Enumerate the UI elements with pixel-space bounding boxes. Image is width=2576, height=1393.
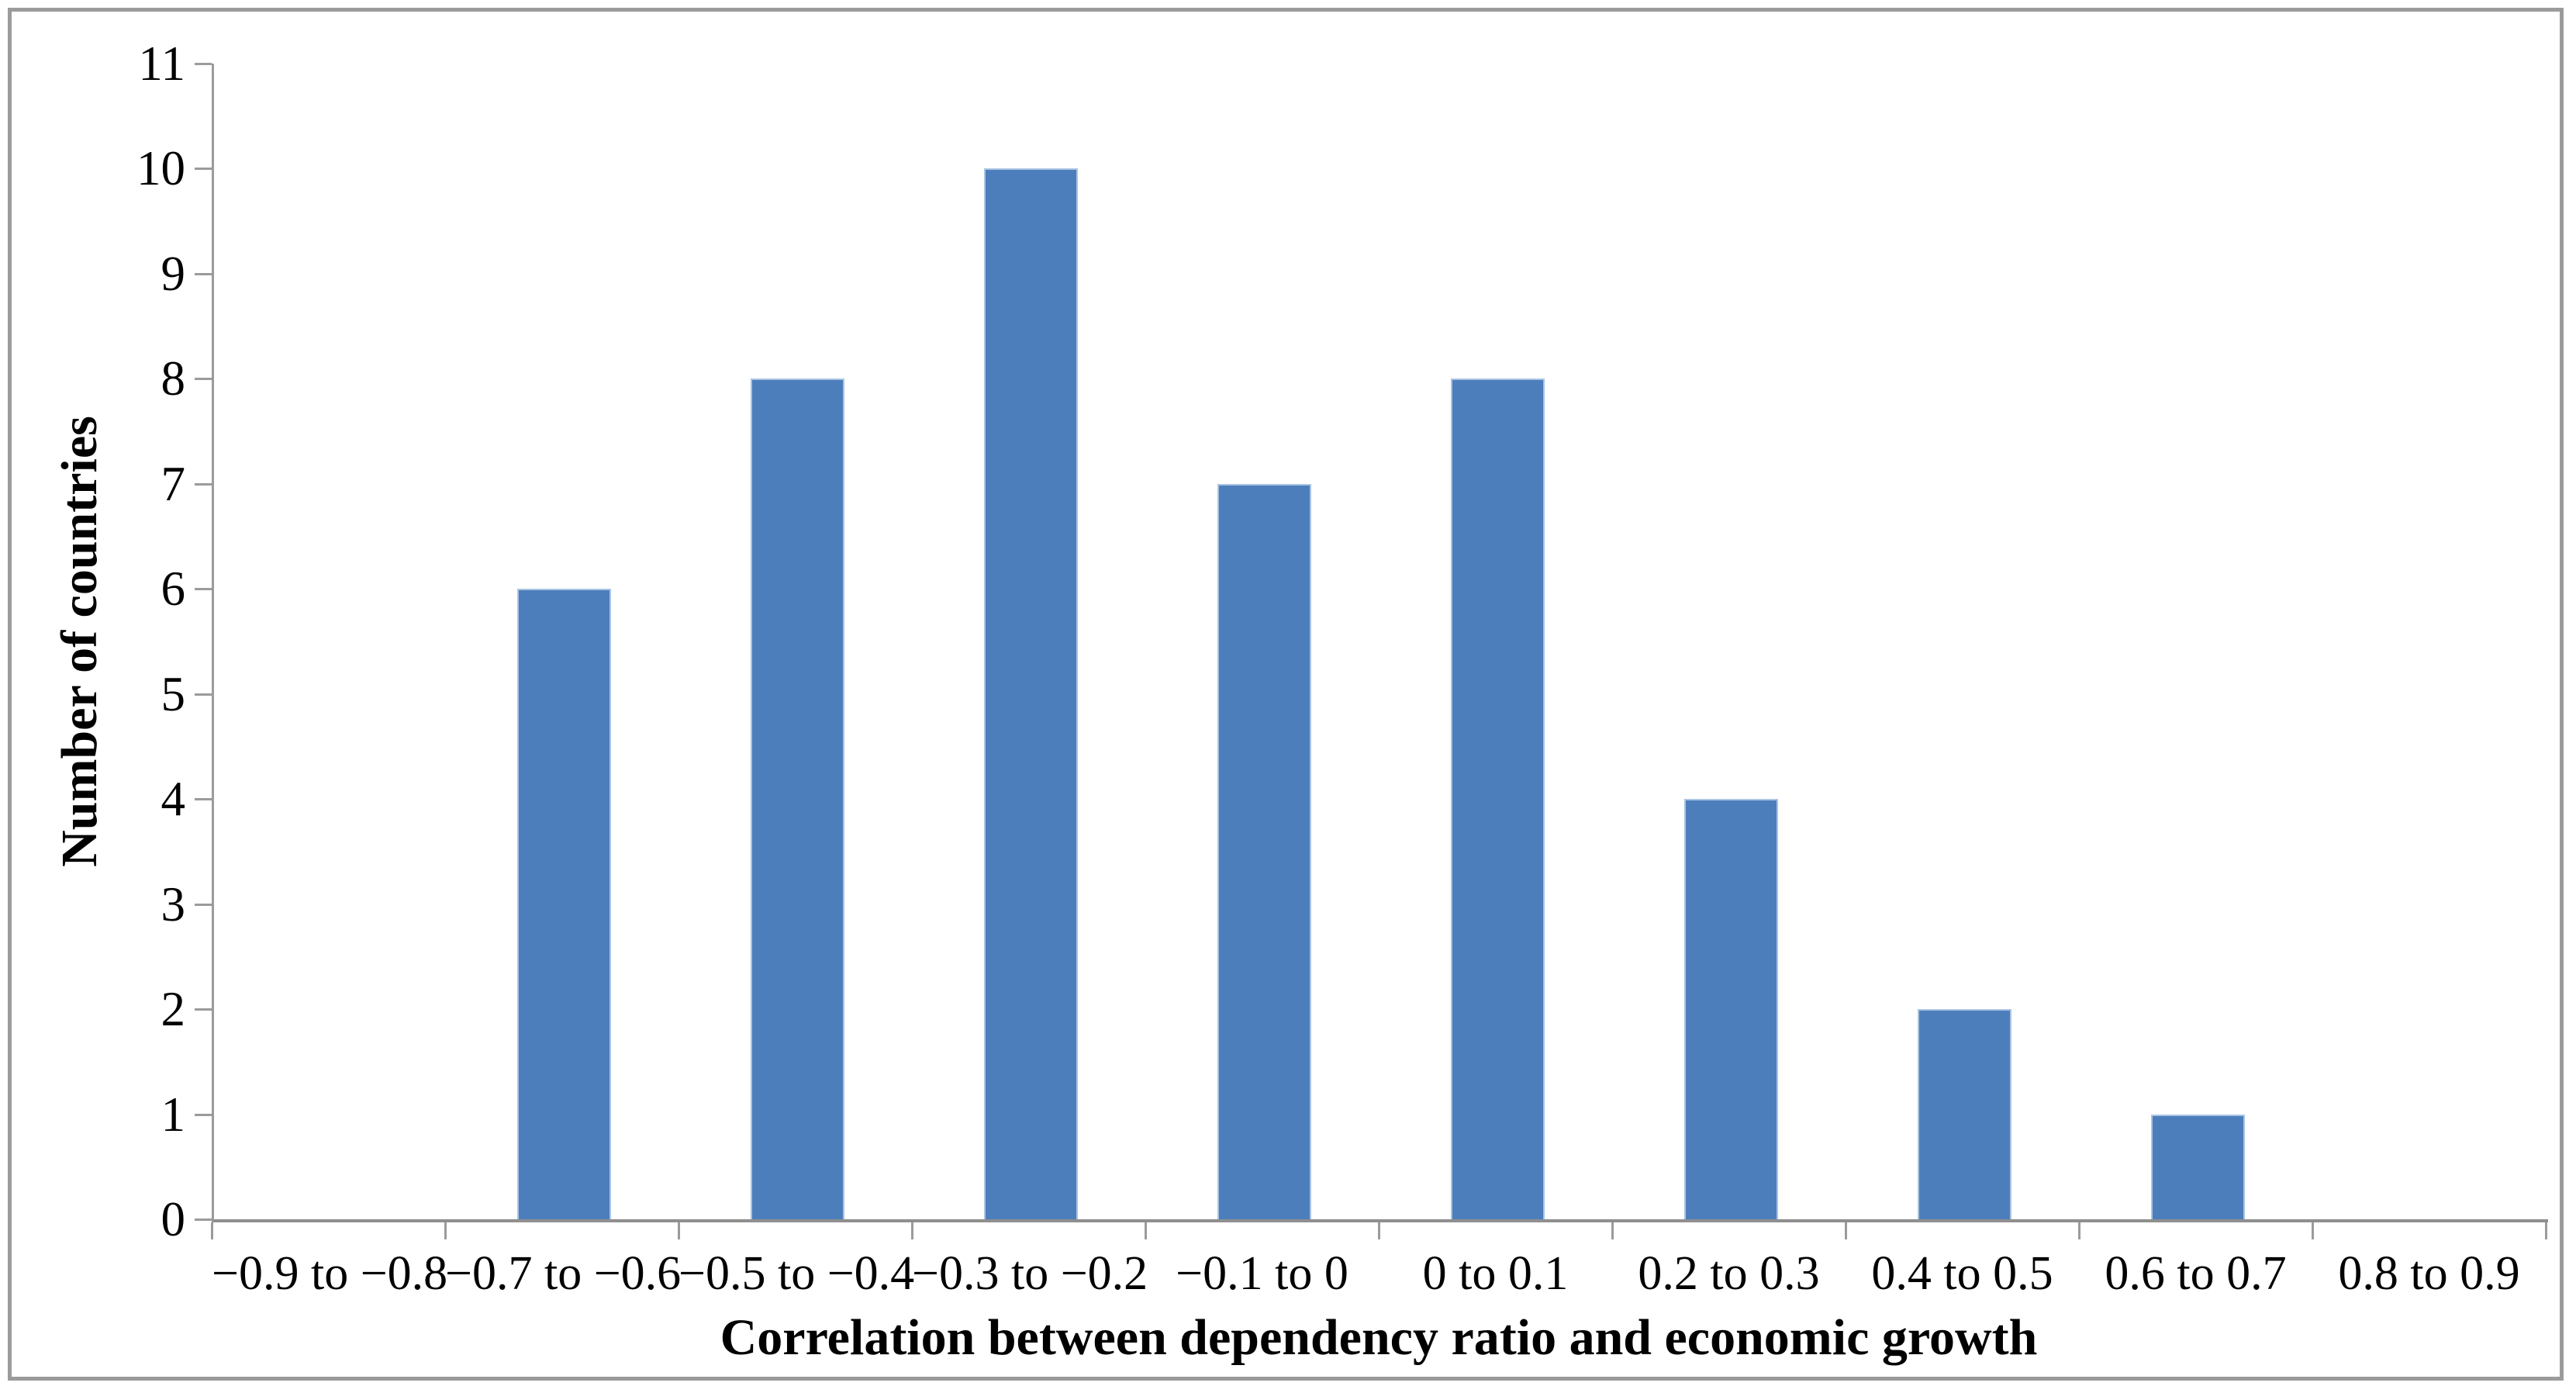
y-tick-label: 9: [161, 247, 186, 301]
y-tick: [195, 273, 212, 275]
plot-area: [212, 64, 2548, 1222]
bar-0.2 to 0.3: [1684, 799, 1778, 1219]
x-tick: [911, 1222, 913, 1239]
x-tick-label: 0.8 to 0.9: [2338, 1247, 2520, 1300]
y-tick: [195, 483, 212, 486]
x-tick: [1378, 1222, 1380, 1239]
x-tick: [2312, 1222, 2314, 1239]
x-tick: [678, 1222, 680, 1239]
x-tick-label: −0.5 to −0.4: [679, 1247, 915, 1300]
y-tick-label: 3: [161, 877, 186, 932]
x-tick: [2545, 1222, 2547, 1239]
bar-0 to 0.1: [1451, 378, 1545, 1219]
x-tick-label: 0.4 to 0.5: [1871, 1247, 2053, 1300]
y-tick-label: 7: [161, 457, 186, 511]
y-tick: [195, 904, 212, 906]
bar-0.6 to 0.7: [2151, 1115, 2245, 1219]
x-tick-label: −0.3 to −0.2: [912, 1247, 1148, 1300]
bar-−0.1 to 0: [1217, 484, 1311, 1219]
y-tick: [195, 1218, 212, 1221]
bar-0.4 to 0.5: [1918, 1009, 2011, 1219]
x-tick-label: 0.6 to 0.7: [2105, 1247, 2287, 1300]
x-tick: [1145, 1222, 1147, 1239]
x-tick-label: −0.7 to −0.6: [445, 1247, 682, 1300]
x-tick: [1845, 1222, 1847, 1239]
y-tick-label: 2: [161, 982, 186, 1036]
y-tick: [195, 798, 212, 800]
figure-frame: 0 1 2 3 4 5 6 7 8 9 10 11 −0.9 to −0.8 −0.7 to −0.6 −0…: [8, 8, 2564, 1381]
y-tick-label: 10: [136, 141, 185, 195]
y-tick-label: 11: [138, 36, 185, 91]
y-tick-label: 1: [161, 1087, 186, 1142]
y-tick: [195, 168, 212, 170]
y-tick: [195, 63, 212, 65]
y-tick: [195, 1114, 212, 1116]
y-tick: [195, 1008, 212, 1011]
y-tick-label: 8: [161, 351, 186, 406]
bar-−0.7 to −0.6: [517, 589, 611, 1219]
x-tick-label: 0.2 to 0.3: [1638, 1247, 1820, 1300]
y-tick: [195, 588, 212, 590]
x-tick-label: −0.1 to 0: [1176, 1247, 1348, 1300]
x-tick: [211, 1222, 213, 1239]
x-tick-label: −0.9 to −0.8: [212, 1247, 448, 1300]
y-tick-label: 5: [161, 667, 186, 721]
bar-−0.3 to −0.2: [984, 168, 1078, 1219]
x-tick-label: 0 to 0.1: [1422, 1247, 1569, 1300]
x-tick: [444, 1222, 447, 1239]
y-axis-title: Number of countries: [51, 416, 108, 867]
x-axis-title: Correlation between dependency ratio and…: [720, 1309, 2038, 1366]
y-tick-label: 0: [161, 1192, 186, 1246]
y-tick-label: 6: [161, 562, 186, 616]
y-tick: [195, 693, 212, 696]
x-tick: [2078, 1222, 2080, 1239]
y-tick-label: 4: [161, 772, 186, 826]
bar-−0.5 to −0.4: [751, 378, 844, 1219]
x-tick: [1611, 1222, 1614, 1239]
y-tick: [195, 378, 212, 380]
